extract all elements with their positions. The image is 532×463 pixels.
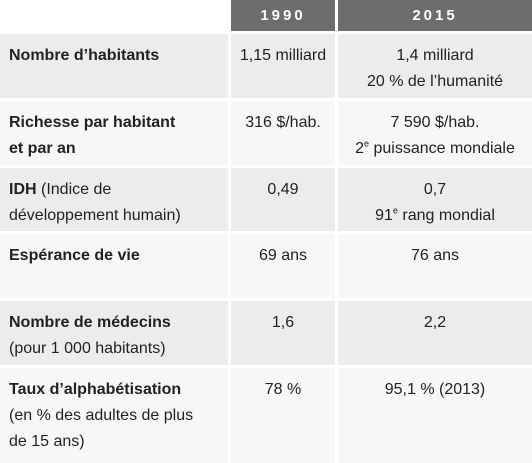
- value-1990: 69 ans: [231, 234, 335, 298]
- table-row: Espérance de vie 69 ans 76 ans: [0, 234, 532, 298]
- row-label: Nombre d’habitants: [0, 34, 228, 98]
- table-row: Richesse par habitant et par an 316 $/ha…: [0, 101, 532, 165]
- value-2015-line1: 95,1 % (2013): [384, 381, 486, 398]
- ordinal-suffix: e: [392, 205, 398, 216]
- row-label-normal: (Indice de: [36, 181, 112, 198]
- ordinal-number: 91: [375, 207, 393, 224]
- ordinal-rest: rang mondial: [397, 207, 495, 224]
- value-1990: 1,6: [231, 301, 335, 365]
- row-label-normal: développement humain): [9, 207, 181, 224]
- value-2015: 76 ans: [338, 234, 532, 298]
- value-2015-line2: 20 % de l’humanité: [366, 73, 504, 90]
- row-label: Taux d’alphabétisation (en % des adultes…: [0, 368, 228, 463]
- value-1990: 0,49: [231, 168, 335, 231]
- value-2015-line1: 76 ans: [410, 247, 460, 264]
- table-row: Taux d’alphabétisation (en % des adultes…: [0, 368, 532, 463]
- row-label-bold: Nombre d’habitants: [9, 47, 160, 64]
- ordinal-suffix: e: [364, 138, 370, 149]
- row-label: IDH (Indice de développement humain): [0, 168, 228, 231]
- value-2015-line1: 7 590 $/hab.: [390, 114, 480, 131]
- header-empty-cell: [0, 0, 228, 31]
- value-2015: 1,4 milliard 20 % de l’humanité: [338, 34, 532, 98]
- value-2015-line1: 0,7: [423, 181, 447, 198]
- row-label-bold: Richesse par habitant: [9, 114, 176, 131]
- value-2015-line2: 2e puissance mondiale: [338, 136, 532, 162]
- value-2015-line1: 1,4 milliard: [396, 47, 474, 64]
- value-2015-line2: 91e rang mondial: [338, 203, 532, 229]
- row-label-line1: IDH (Indice de: [9, 177, 228, 203]
- row-label-bold: Nombre de médecins: [9, 314, 171, 331]
- value-2015: 2,2: [338, 301, 532, 365]
- row-label-bold: Espérance de vie: [9, 247, 140, 264]
- row-label: Espérance de vie: [0, 234, 228, 298]
- table-header: 1990 2015: [0, 0, 532, 31]
- row-label-bold: Taux d’alphabétisation: [9, 381, 182, 398]
- row-label-bold: et par an: [9, 140, 76, 157]
- row-label: Richesse par habitant et par an: [0, 101, 228, 165]
- ordinal-number: 2: [355, 140, 364, 157]
- value-1990: 78 %: [231, 368, 335, 463]
- table-row: Nombre de médecins (pour 1 000 habitants…: [0, 301, 532, 365]
- value-2015: 7 590 $/hab. 2e puissance mondiale: [338, 101, 532, 165]
- value-1990: 1,15 milliard: [231, 34, 335, 98]
- value-2015-line1: 2,2: [423, 314, 447, 331]
- row-label-normal: (en % des adultes de plus: [9, 407, 194, 424]
- table-row: IDH (Indice de développement humain) 0,4…: [0, 168, 532, 231]
- row-label-bold: IDH: [9, 181, 37, 198]
- ordinal-rest: puissance mondiale: [369, 140, 515, 157]
- table-row: Nombre d’habitants 1,15 milliard 1,4 mil…: [0, 34, 532, 98]
- row-label-normal: (pour 1 000 habitants): [9, 340, 166, 357]
- row-label: Nombre de médecins (pour 1 000 habitants…: [0, 301, 228, 365]
- row-label-normal: de 15 ans): [9, 433, 85, 450]
- value-2015: 0,7 91e rang mondial: [338, 168, 532, 231]
- header-2015: 2015: [338, 0, 532, 31]
- header-1990: 1990: [231, 0, 335, 31]
- value-2015: 95,1 % (2013): [338, 368, 532, 463]
- value-1990: 316 $/hab.: [231, 101, 335, 165]
